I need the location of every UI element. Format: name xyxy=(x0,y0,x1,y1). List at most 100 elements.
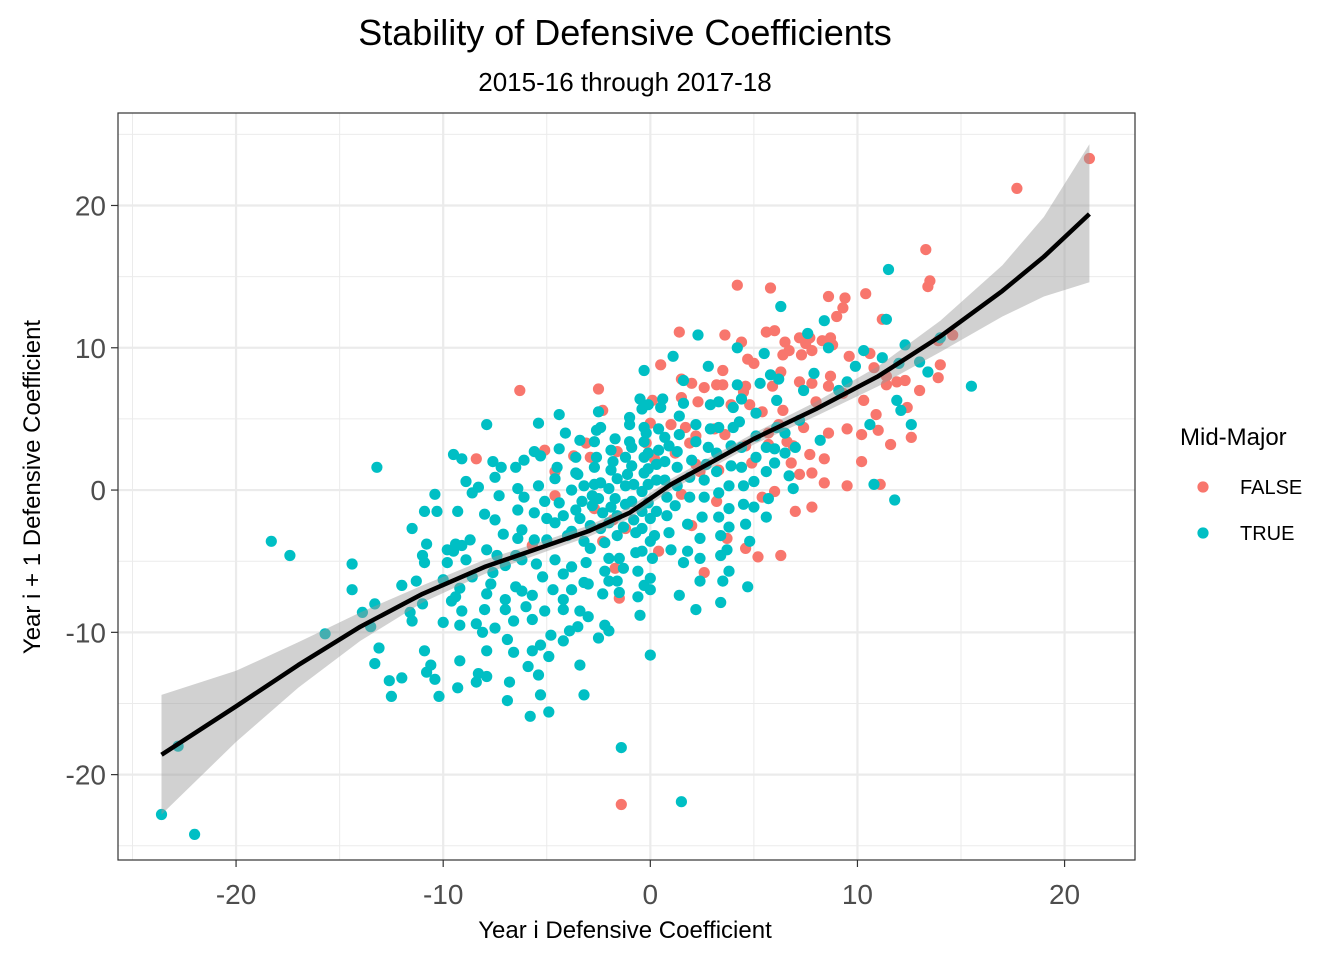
data-point-true xyxy=(526,613,538,626)
data-point-true xyxy=(418,645,431,657)
data-point-true xyxy=(733,416,746,428)
data-point-true xyxy=(456,605,468,617)
data-point-true xyxy=(648,530,661,542)
data-point-true xyxy=(566,584,578,596)
data-point-false xyxy=(891,376,903,388)
data-point-true xyxy=(592,632,605,644)
data-point-true xyxy=(764,369,777,381)
data-point-true xyxy=(487,567,499,579)
plot-border xyxy=(117,112,1136,861)
data-point-true xyxy=(682,518,694,530)
data-point-false xyxy=(860,288,872,300)
data-point-true xyxy=(640,427,652,439)
data-point-false xyxy=(744,399,756,411)
data-point-true xyxy=(876,352,888,364)
data-point-true xyxy=(481,645,493,657)
x-tick-label: 10 xyxy=(842,879,873,910)
data-point-true xyxy=(543,706,555,718)
data-point-true xyxy=(501,695,513,707)
data-point-true xyxy=(454,582,466,594)
data-point-true xyxy=(760,466,772,478)
data-point-true xyxy=(497,528,509,540)
data-point-false xyxy=(779,336,791,348)
data-point-true xyxy=(574,659,586,671)
data-point-true xyxy=(899,339,911,351)
y-tick-label: -20 xyxy=(66,760,106,791)
data-point-true xyxy=(470,676,482,688)
data-point-true xyxy=(582,611,594,623)
grid-lines xyxy=(118,113,1135,860)
data-point-true xyxy=(690,604,702,616)
data-point-true xyxy=(760,441,772,453)
data-point-true xyxy=(659,456,671,468)
data-point-false xyxy=(673,326,685,338)
data-point-true xyxy=(762,493,775,505)
data-point-true xyxy=(748,501,760,513)
data-point-true xyxy=(619,451,632,463)
data-point-true xyxy=(675,796,688,808)
data-point-true xyxy=(636,545,648,557)
data-point-true xyxy=(549,554,561,566)
data-point-true xyxy=(284,549,296,562)
data-point-true xyxy=(798,384,810,397)
data-point-true xyxy=(566,561,578,573)
data-point-true xyxy=(698,491,710,503)
data-point-true xyxy=(636,522,648,535)
data-point-false xyxy=(870,409,882,421)
data-point-true xyxy=(603,483,615,495)
data-point-true xyxy=(597,588,609,600)
data-point-true xyxy=(549,473,561,485)
data-point-true xyxy=(737,498,750,510)
data-point-true xyxy=(609,433,621,445)
data-point-false xyxy=(934,359,946,371)
data-point-true xyxy=(742,581,754,593)
data-point-true xyxy=(789,441,801,453)
x-tick-label: -20 xyxy=(216,879,256,910)
data-point-true xyxy=(522,660,534,673)
data-point-true xyxy=(510,461,522,473)
data-point-true xyxy=(532,669,545,681)
data-point-true xyxy=(265,535,277,547)
data-point-true xyxy=(634,609,646,621)
data-point-false xyxy=(1083,152,1095,165)
data-point-true xyxy=(543,650,555,663)
data-point-true xyxy=(584,542,596,555)
legend-label-false: FALSE xyxy=(1240,477,1302,499)
data-point-true xyxy=(665,544,677,556)
data-point-true xyxy=(721,544,733,556)
data-point-true xyxy=(539,495,551,507)
data-point-true xyxy=(895,404,907,416)
data-point-false xyxy=(914,384,926,397)
legend: Mid-Major FALSE TRUE xyxy=(1180,424,1302,545)
data-point-true xyxy=(704,423,717,435)
data-point-true xyxy=(711,466,723,478)
data-point-true xyxy=(528,507,540,519)
data-point-true xyxy=(626,495,638,507)
data-point-true xyxy=(628,514,640,526)
y-tick-label: 20 xyxy=(75,190,106,221)
data-point-true xyxy=(592,493,605,505)
data-point-true xyxy=(858,345,870,357)
data-point-true xyxy=(677,374,690,387)
data-point-false xyxy=(769,325,781,337)
data-point-true xyxy=(868,478,880,490)
data-point-true xyxy=(669,500,681,512)
data-point-true xyxy=(603,575,615,587)
data-point-true xyxy=(470,618,482,630)
data-point-true xyxy=(599,537,611,549)
data-point-true xyxy=(841,376,853,388)
y-axis: -20 -10 0 10 20 xyxy=(66,190,118,791)
data-point-true xyxy=(479,508,491,520)
data-point-true xyxy=(416,549,429,562)
data-point-false xyxy=(775,549,787,562)
data-point-true xyxy=(499,594,511,606)
data-points xyxy=(155,152,1095,841)
data-point-true xyxy=(588,461,601,473)
data-point-true xyxy=(771,394,783,406)
data-point-true xyxy=(406,615,418,627)
data-point-true xyxy=(667,350,679,362)
data-point-true xyxy=(406,522,418,535)
data-point-false xyxy=(922,281,934,293)
data-point-false xyxy=(806,377,818,389)
data-point-true xyxy=(541,512,553,525)
